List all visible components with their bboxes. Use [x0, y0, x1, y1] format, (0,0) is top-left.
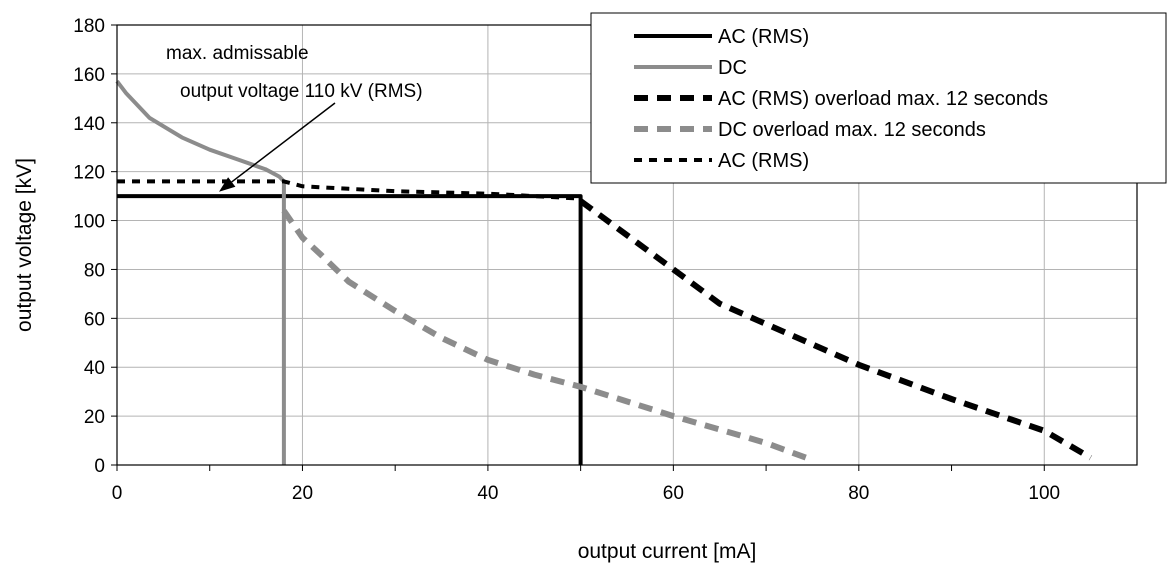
- y-tick-label: 140: [73, 114, 105, 135]
- y-tick-label: 60: [84, 309, 105, 330]
- y-tick-label: 40: [84, 358, 105, 379]
- annotation-line-1: max. admissable: [166, 43, 309, 64]
- legend: AC (RMS) DC AC (RMS) overload max. 12 seco…: [590, 12, 1167, 184]
- x-tick-label: 0: [112, 483, 123, 504]
- y-tick-label: 80: [84, 260, 105, 281]
- x-tick-label: 40: [477, 483, 498, 504]
- series-line-1: [117, 194, 583, 465]
- legend-label: AC (RMS): [718, 150, 809, 172]
- x-tick-label: 20: [292, 483, 313, 504]
- y-tick-label: 120: [73, 163, 105, 184]
- y-tick-label: 160: [73, 65, 105, 86]
- x-axis-label: output current [mA]: [578, 540, 757, 563]
- series-line-5: [117, 179, 581, 201]
- annotation-arrowhead: [219, 177, 236, 192]
- series-line-3: [578, 198, 1093, 461]
- y-tick-label: 100: [73, 212, 105, 233]
- y-axis-label: output voltage [kV]: [13, 158, 36, 332]
- axis-ticks: 0 20 40 60 80 100 0 20 40 60 80 100 120 140 160 180: [73, 16, 1060, 504]
- series-line-2: [115, 79, 286, 465]
- x-tick-label: 100: [1028, 483, 1060, 504]
- annotation-arrow: [231, 102, 336, 183]
- x-tick-label: 60: [663, 483, 684, 504]
- y-tick-label: 180: [73, 16, 105, 37]
- y-tick-label: 0: [94, 456, 105, 477]
- annotation: max. admissable output voltage 110 kV (R…: [166, 43, 423, 192]
- series-lines: [115, 79, 1093, 465]
- y-tick-label: 20: [84, 407, 105, 428]
- legend-label: DC: [718, 57, 747, 79]
- legend-label: AC (RMS): [718, 26, 809, 48]
- legend-label: DC overload max. 12 seconds: [718, 119, 986, 141]
- legend-label: AC (RMS) overload max. 12 seconds: [718, 88, 1048, 110]
- series-line-4: [281, 209, 814, 463]
- annotation-line-2: output voltage 110 kV (RMS): [180, 81, 423, 102]
- x-tick-label: 80: [848, 483, 869, 504]
